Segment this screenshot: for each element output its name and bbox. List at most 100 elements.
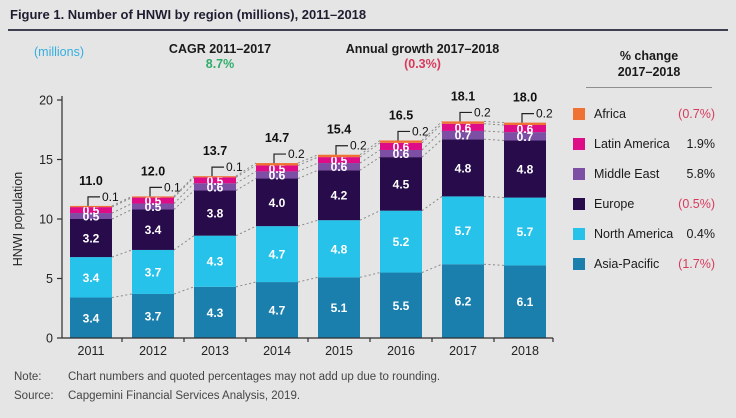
- segment-value-label: 3.4: [83, 271, 100, 285]
- legend-item: Europe (0.5%): [570, 189, 722, 219]
- bar-segment-europe-2017: [442, 139, 484, 197]
- connector-line: [421, 121, 443, 141]
- legend-item: Middle East 5.8%: [570, 159, 722, 189]
- callout-bracket: [397, 130, 410, 141]
- bar-segment-middle-east-2013: [194, 183, 236, 191]
- connector-line: [359, 210, 381, 221]
- annual-growth-label: Annual growth 2017–2018: [345, 42, 500, 56]
- legend-change-value: (0.7%): [678, 107, 715, 121]
- bar-segment-middle-east-2017: [442, 130, 484, 140]
- segment-value-label: 5.2: [393, 235, 410, 249]
- segment-value-label: 4.8: [455, 161, 472, 175]
- connector-line: [421, 263, 443, 274]
- connector-line: [483, 123, 505, 126]
- bar-segment-africa-2014: [256, 163, 298, 166]
- segment-value-label: 4.3: [207, 255, 224, 269]
- legend-item: Asia-Pacific (1.7%): [570, 249, 722, 279]
- bar-total-label: 16.5: [389, 108, 413, 122]
- legend-item: North America 0.4%: [570, 219, 722, 249]
- bar-segment-europe-2014: [256, 178, 298, 227]
- connector-line: [359, 149, 381, 164]
- connector-line: [235, 225, 257, 237]
- y-tick-label: 0: [46, 332, 53, 346]
- segment-value-label: 4.8: [517, 163, 534, 177]
- connector-line: [297, 276, 319, 283]
- connector-line: [421, 195, 443, 212]
- connector-line: [111, 197, 133, 208]
- legend-change-value: 1.9%: [686, 137, 716, 151]
- segment-value-label: 0.5: [145, 194, 162, 208]
- segment-value-label: 0.6: [331, 160, 348, 174]
- connector-line: [297, 219, 319, 227]
- bar-segment-europe-2012: [132, 209, 174, 250]
- callout-bracket: [149, 186, 162, 197]
- callout-value-label: 0.2: [474, 105, 491, 119]
- segment-value-label: 0.5: [207, 174, 224, 188]
- segment-value-label: 4.2: [331, 189, 348, 203]
- note-text: Chart numbers and quoted percentages may…: [68, 371, 441, 383]
- bar-segment-asia-pacific-2018: [504, 265, 546, 338]
- annual-growth-value: (0.3%): [404, 57, 441, 71]
- callout-bracket: [211, 166, 224, 177]
- bar-segment-middle-east-2018: [504, 132, 546, 141]
- legend-label: North America: [594, 227, 674, 241]
- y-axis-title: HNWI population: [11, 172, 25, 267]
- bar-total-label: 12.0: [141, 164, 165, 178]
- bar-segment-north-america-2017: [442, 196, 484, 265]
- bar-total-label: 15.4: [327, 123, 351, 137]
- legend-swatch-middle-east-icon: [573, 168, 585, 180]
- cagr-label: CAGR 2011–2017: [168, 42, 272, 56]
- legend-item: Africa (0.7%): [570, 99, 722, 129]
- bar-segment-north-america-2016: [380, 210, 422, 273]
- connector-line: [111, 209, 133, 220]
- connector-line: [173, 235, 195, 251]
- segment-value-label: 5.7: [517, 225, 534, 239]
- bar-segment-asia-pacific-2015: [318, 277, 360, 338]
- legend-swatch-latin-america-icon: [573, 138, 585, 150]
- bar-segment-africa-2017: [442, 121, 484, 124]
- legend-header-line2: 2017–2018: [617, 65, 681, 79]
- x-tick-label: 2011: [78, 344, 105, 358]
- bar-segment-middle-east-2016: [380, 149, 422, 158]
- x-tick-label: 2017: [449, 344, 477, 358]
- callout-bracket: [87, 196, 100, 206]
- x-tick-label: 2016: [387, 344, 415, 358]
- bar-segment-asia-pacific-2014: [256, 282, 298, 338]
- connector-line: [235, 162, 257, 177]
- segment-value-label: 0.6: [269, 168, 286, 182]
- connector-line: [297, 169, 319, 180]
- bar-segment-africa-2016: [380, 140, 422, 143]
- callout-value-label: 0.1: [226, 160, 243, 174]
- bar-segment-latin-america-2013: [194, 177, 236, 184]
- bar-segment-middle-east-2015: [318, 163, 360, 171]
- callout-value-label: 0.2: [350, 139, 367, 153]
- legend-swatch-europe-icon: [573, 198, 585, 210]
- connector-line: [297, 156, 319, 166]
- cagr-value: 8.7%: [205, 57, 235, 71]
- legend-swatch-africa-icon: [573, 108, 585, 120]
- segment-value-label: 0.6: [207, 180, 224, 194]
- bar-segment-north-america-2015: [318, 220, 360, 278]
- y-tick-label: 15: [39, 153, 53, 167]
- bar-segment-europe-2015: [318, 170, 360, 221]
- callout-bracket: [459, 111, 472, 122]
- legend-change-value: (1.7%): [678, 257, 715, 271]
- legend-label: Latin America: [594, 137, 670, 151]
- segment-value-label: 4.5: [393, 177, 410, 191]
- segment-value-label: 0.7: [517, 130, 534, 144]
- connector-line: [111, 195, 133, 207]
- bar-segment-middle-east-2012: [132, 203, 174, 210]
- segment-value-label: 6.1: [517, 295, 534, 309]
- bar-segment-africa-2012: [132, 196, 174, 198]
- annual-growth-annotation: Annual growth 2017–2018 (0.3%): [330, 42, 515, 72]
- connector-line: [483, 120, 505, 124]
- bar-segment-europe-2016: [380, 157, 422, 211]
- bar-segment-north-america-2013: [194, 235, 236, 287]
- cagr-annotation: CAGR 2011–2017 8.7%: [130, 42, 310, 72]
- connector-line: [359, 272, 381, 278]
- connector-line: [173, 176, 195, 198]
- connector-line: [297, 154, 319, 164]
- connector-line: [173, 175, 195, 197]
- segment-value-label: 4.7: [269, 248, 286, 262]
